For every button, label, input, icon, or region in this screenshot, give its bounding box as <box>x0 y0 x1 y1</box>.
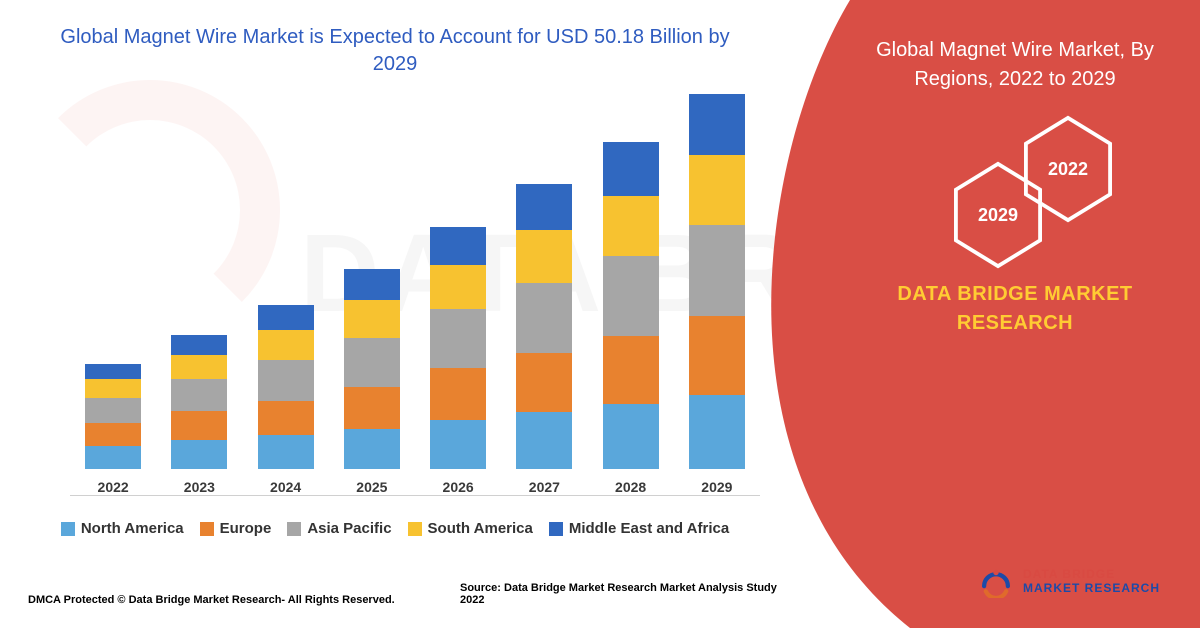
chart-baseline <box>70 495 760 496</box>
right-panel-title: Global Magnet Wire Market, By Regions, 2… <box>860 36 1170 94</box>
bar-segment <box>516 353 572 412</box>
brand-line1: DATA BRIDGE MARKET <box>897 283 1132 305</box>
stacked-bar <box>85 364 141 469</box>
bar-segment <box>344 429 400 469</box>
chart-title: Global Magnet Wire Market is Expected to… <box>60 24 730 78</box>
bar-segment <box>344 387 400 429</box>
logo: DATA BRIDGE MARKET RESEARCH <box>979 564 1160 598</box>
stacked-bar <box>603 142 659 469</box>
bar-segment <box>85 364 141 379</box>
bar-column: 2027 <box>509 184 579 495</box>
stacked-bar-chart: 2022 2023 2024 2025 2026 2027 2028 2029 <box>70 100 760 495</box>
bar-column: 2022 <box>78 364 148 495</box>
bar-segment <box>258 435 314 469</box>
legend-swatch <box>408 522 422 536</box>
footer-dmca: DMCA Protected © Data Bridge Market Rese… <box>28 594 395 606</box>
bar-segment <box>258 330 314 360</box>
stacked-bar <box>344 269 400 469</box>
brand-line2: RESEARCH <box>957 312 1073 334</box>
bar-segment <box>603 142 659 195</box>
brand-name: DATA BRIDGE MARKET RESEARCH <box>860 280 1170 338</box>
stacked-bar <box>258 305 314 469</box>
bar-segment <box>171 411 227 440</box>
bar-segment <box>344 269 400 299</box>
logo-text-bottom: MARKET RESEARCH <box>1023 581 1160 595</box>
bar-segment <box>516 184 572 230</box>
bar-segment <box>689 94 745 155</box>
bar-segment <box>689 155 745 226</box>
x-axis-label: 2029 <box>701 479 732 495</box>
bar-segment <box>689 316 745 394</box>
bar-segment <box>258 305 314 330</box>
bar-segment <box>603 404 659 469</box>
bar-segment <box>603 336 659 404</box>
stacked-bar <box>171 335 227 469</box>
chart-panel: DATA BRIDGE Global Magnet Wire Market is… <box>0 0 790 628</box>
bar-segment <box>603 256 659 336</box>
bar-column: 2028 <box>596 142 666 495</box>
bar-segment <box>430 420 486 469</box>
bar-segment <box>430 265 486 309</box>
bar-segment <box>85 379 141 398</box>
x-axis-label: 2022 <box>98 479 129 495</box>
legend-label: Middle East and Africa <box>569 520 729 537</box>
bar-segment <box>430 309 486 368</box>
bar-segment <box>603 196 659 257</box>
bar-segment <box>171 335 227 355</box>
legend-item: Middle East and Africa <box>549 520 729 537</box>
bar-segment <box>258 360 314 400</box>
legend-label: Europe <box>220 520 272 537</box>
x-axis-label: 2028 <box>615 479 646 495</box>
stacked-bar <box>689 94 745 469</box>
right-panel: Global Magnet Wire Market, By Regions, 2… <box>740 0 1200 628</box>
logo-text: DATA BRIDGE MARKET RESEARCH <box>1023 567 1160 595</box>
bar-segment <box>85 423 141 446</box>
hexagon-graphic: 2022 2029 <box>860 114 1170 274</box>
x-axis-label: 2025 <box>356 479 387 495</box>
x-axis-label: 2027 <box>529 479 560 495</box>
bar-segment <box>258 401 314 435</box>
bar-segment <box>171 440 227 469</box>
bar-segment <box>171 355 227 379</box>
legend-swatch <box>61 522 75 536</box>
legend-item: Europe <box>200 520 272 537</box>
bar-segment <box>344 300 400 338</box>
bar-column: 2026 <box>423 227 493 495</box>
bar-segment <box>516 230 572 283</box>
bar-column: 2025 <box>337 269 407 495</box>
stacked-bar <box>516 184 572 469</box>
bar-segment <box>344 338 400 387</box>
legend-label: North America <box>81 520 184 537</box>
bar-segment <box>430 368 486 420</box>
legend-label: South America <box>428 520 533 537</box>
bar-segment <box>689 225 745 316</box>
x-axis-label: 2024 <box>270 479 301 495</box>
legend-swatch <box>549 522 563 536</box>
bar-segment <box>516 283 572 353</box>
bar-segment <box>171 379 227 411</box>
stacked-bar <box>430 227 486 469</box>
legend-swatch <box>200 522 214 536</box>
chart-legend: North America Europe Asia Pacific South Ame… <box>0 520 790 540</box>
legend-item: North America <box>61 520 184 537</box>
logo-icon <box>979 564 1013 598</box>
bar-column: 2024 <box>251 305 321 495</box>
legend-label: Asia Pacific <box>307 520 391 537</box>
bar-segment <box>516 412 572 469</box>
hex-label-front: 2029 <box>950 160 1046 270</box>
x-axis-label: 2026 <box>443 479 474 495</box>
bar-segment <box>85 446 141 469</box>
bar-segment <box>430 227 486 265</box>
legend-item: South America <box>408 520 533 537</box>
legend-item: Asia Pacific <box>287 520 391 537</box>
logo-text-top: DATA BRIDGE <box>1023 567 1115 581</box>
bar-column: 2023 <box>164 335 234 495</box>
bar-segment <box>85 398 141 423</box>
x-axis-label: 2023 <box>184 479 215 495</box>
bar-segment <box>689 395 745 469</box>
legend-swatch <box>287 522 301 536</box>
